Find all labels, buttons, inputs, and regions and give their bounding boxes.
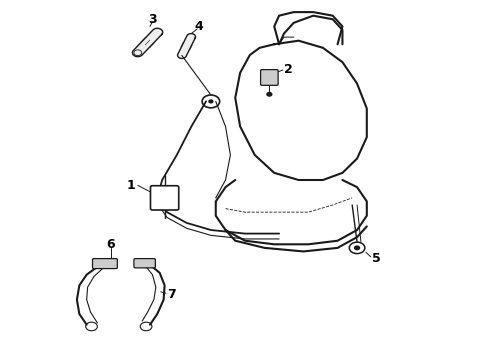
Polygon shape bbox=[132, 28, 163, 57]
Text: 1: 1 bbox=[126, 179, 135, 192]
Text: 7: 7 bbox=[168, 288, 176, 301]
Text: 5: 5 bbox=[372, 252, 381, 265]
Text: 2: 2 bbox=[285, 63, 293, 76]
Circle shape bbox=[267, 93, 272, 96]
FancyBboxPatch shape bbox=[150, 186, 179, 210]
FancyBboxPatch shape bbox=[134, 258, 155, 268]
Polygon shape bbox=[177, 33, 196, 58]
Circle shape bbox=[355, 246, 360, 249]
Text: 6: 6 bbox=[107, 238, 115, 251]
Circle shape bbox=[209, 100, 213, 103]
Text: 4: 4 bbox=[195, 20, 203, 33]
Text: 3: 3 bbox=[148, 13, 157, 26]
FancyBboxPatch shape bbox=[261, 69, 278, 85]
FancyBboxPatch shape bbox=[93, 258, 117, 269]
